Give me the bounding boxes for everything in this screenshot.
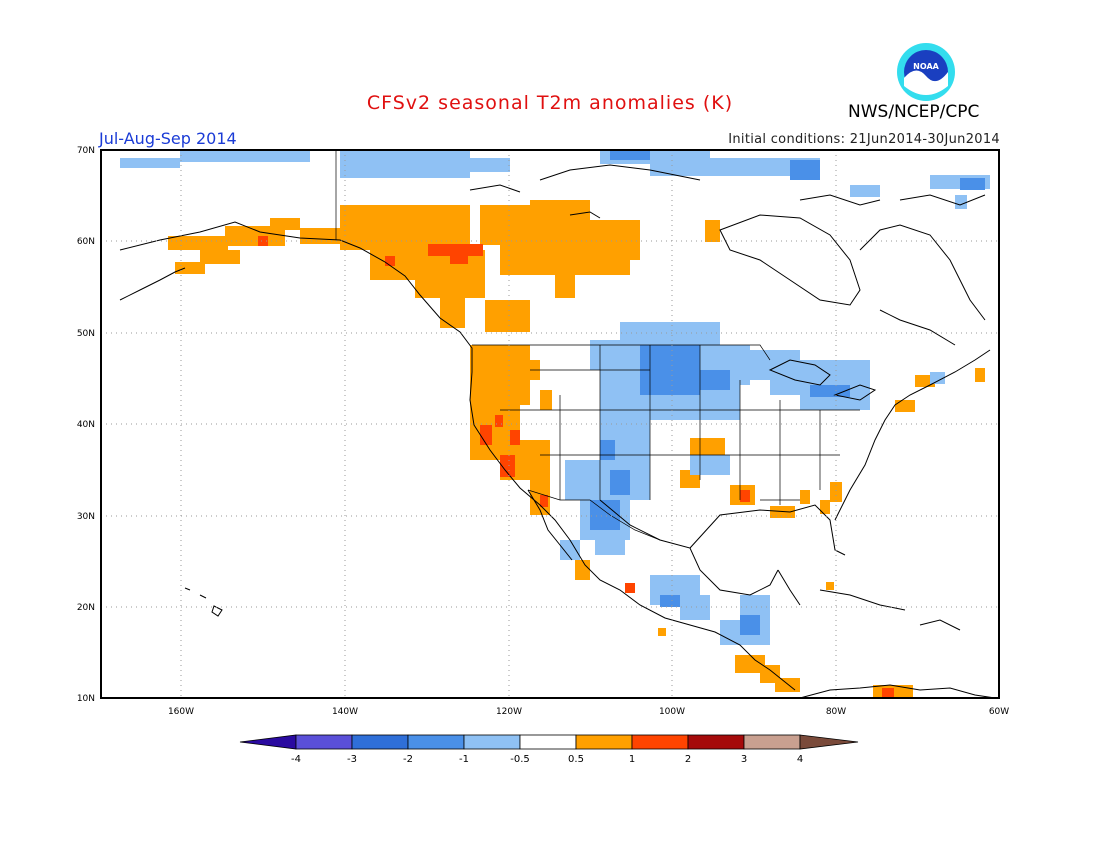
agency-label: NWS/NCEP/CPC (848, 102, 980, 122)
svg-text:NOAA: NOAA (913, 62, 939, 71)
legend-label: 1 (629, 754, 635, 765)
lat-label: 20N (77, 603, 95, 613)
map-title: CFSv2 seasonal T2m anomalies (K) (366, 92, 734, 114)
political-borders (335, 150, 860, 541)
warm-anomaly-strong (258, 236, 894, 698)
lon-label: 60W (989, 707, 1009, 717)
legend-swatch (295, 734, 353, 750)
legend-swatch (631, 734, 689, 750)
legend-swatch (463, 734, 521, 750)
legend-label: -0.5 (510, 754, 530, 765)
longitude-labels: 160W 140W 120W 100W 80W 60W (168, 707, 1009, 717)
lat-label: 30N (77, 512, 95, 522)
lat-label: 50N (77, 329, 95, 339)
lon-label: 100W (659, 707, 685, 717)
legend-label: -4 (291, 754, 301, 765)
legend-swatch (687, 734, 745, 750)
map-frame (100, 149, 1000, 699)
lat-label: 10N (77, 694, 95, 704)
cool-anomaly-arctic (120, 150, 990, 209)
legend-swatch (407, 734, 465, 750)
legend-labels: -4 -3 -2 -1 -0.5 0.5 1 2 3 4 (291, 754, 803, 765)
lon-label: 120W (496, 707, 522, 717)
legend-label: -2 (403, 754, 413, 765)
latitude-labels: 70N 60N 50N 40N 30N 20N 10N (77, 146, 95, 704)
initial-conditions-label: Initial conditions: 21Jun2014-30Jun2014 (728, 132, 1000, 147)
lat-label: 70N (77, 146, 95, 156)
anomaly-shading (120, 150, 990, 698)
coastlines (119, 164, 996, 698)
lat-label: 60N (77, 237, 95, 247)
legend-swatch (351, 734, 409, 750)
legend-label: -3 (347, 754, 357, 765)
legend-swatch (519, 734, 577, 750)
legend-swatch (575, 734, 633, 750)
legend-label: 3 (741, 754, 747, 765)
lon-label: 80W (826, 707, 846, 717)
color-legend (239, 734, 859, 750)
legend-label: -1 (459, 754, 469, 765)
season-label: Jul-Aug-Sep 2014 (99, 129, 237, 148)
legend-label: 2 (685, 754, 691, 765)
legend-arrow-low (239, 734, 297, 750)
lon-label: 160W (168, 707, 194, 717)
lat-label: 40N (77, 420, 95, 430)
warm-anomaly-alaska-canada (168, 200, 985, 698)
legend-label: 4 (797, 754, 803, 765)
legend-label: 0.5 (568, 754, 584, 765)
legend-swatch (743, 734, 801, 750)
legend-arrow-high (799, 734, 859, 750)
lon-label: 140W (332, 707, 358, 717)
cool-anomaly-arctic-strong (610, 150, 985, 190)
noaa-logo-icon: NOAA (897, 43, 955, 101)
